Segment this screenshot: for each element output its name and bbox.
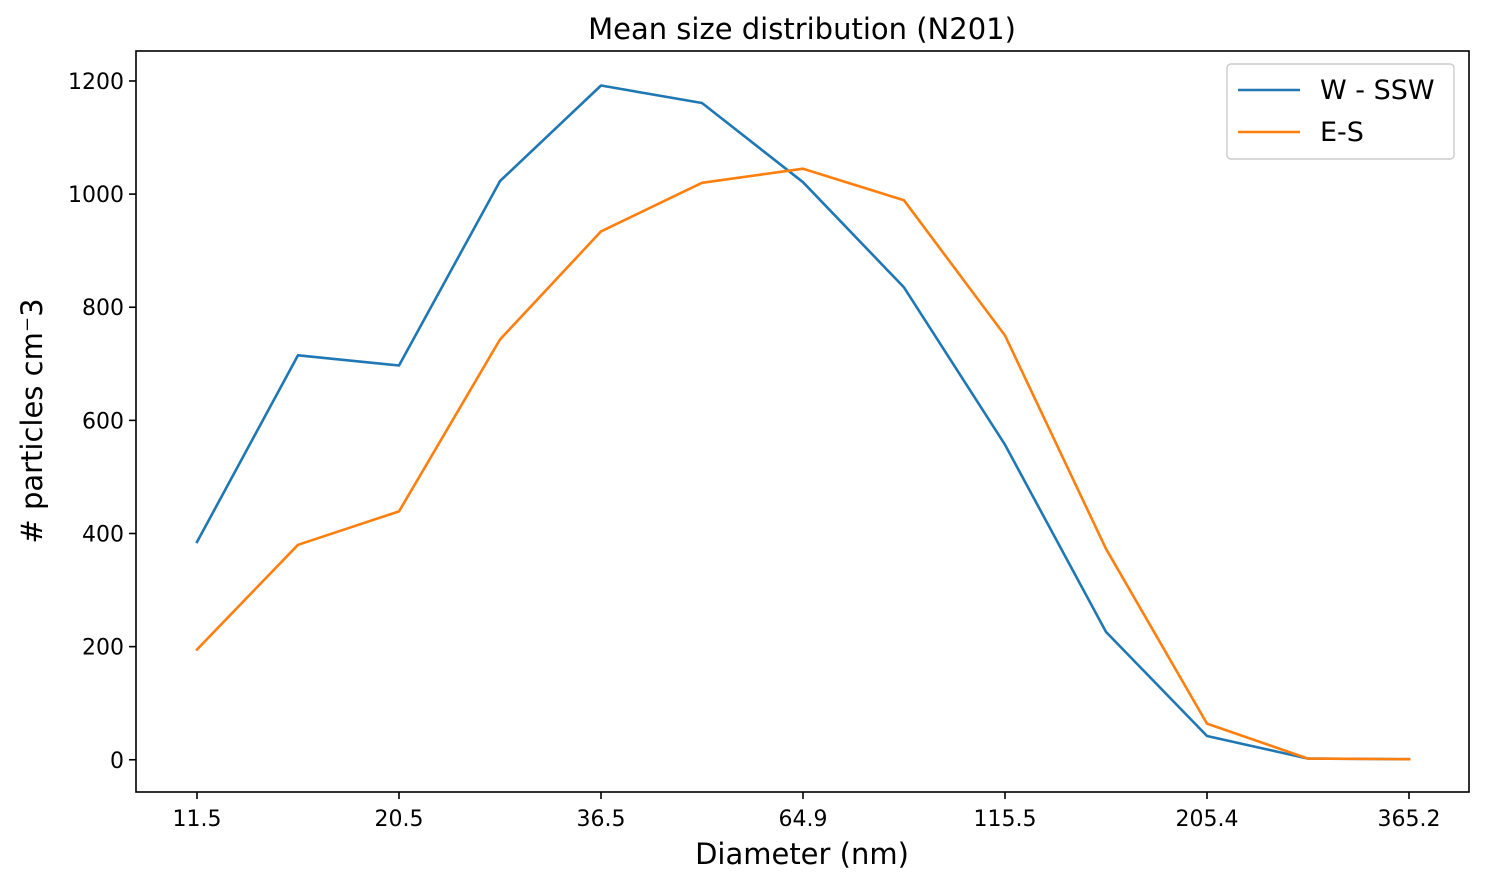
x-tick-label: 115.5 — [974, 807, 1037, 832]
y-tick-label: 200 — [82, 636, 124, 661]
legend-box — [1226, 63, 1455, 160]
y-axis: 0 200 400 600 800 1000 1200 — [68, 70, 136, 774]
x-tick-label: 365.2 — [1378, 807, 1441, 832]
x-axis-label: Diameter (nm) — [695, 837, 909, 871]
series-line-w-ssw — [195, 84, 1411, 761]
legend: W - SSW E-S — [1226, 63, 1455, 160]
y-tick-label: 0 — [110, 749, 124, 774]
legend-label-e-s: E-S — [1320, 117, 1364, 148]
y-tick-label: 600 — [82, 409, 124, 434]
x-tick-label: 20.5 — [375, 807, 424, 832]
x-tick-label: 205.4 — [1176, 807, 1239, 832]
chart-title: Mean size distribution (N201) — [588, 12, 1016, 46]
y-tick-label: 1200 — [68, 70, 124, 95]
x-tick-label: 64.9 — [779, 807, 828, 832]
legend-label-w-ssw: W - SSW — [1320, 75, 1435, 106]
series-lines — [195, 84, 1411, 761]
x-tick-label: 11.5 — [173, 807, 222, 832]
y-axis-label: # particles cm⁻3 — [15, 298, 49, 543]
y-tick-label: 400 — [82, 522, 124, 547]
x-tick-label: 36.5 — [577, 807, 626, 832]
x-axis: 11.5 20.5 36.5 64.9 115.5 205.4 365.2 — [173, 792, 1441, 832]
y-tick-label: 1000 — [68, 183, 124, 208]
series-line-e-s — [195, 167, 1411, 761]
y-tick-label: 800 — [82, 296, 124, 321]
